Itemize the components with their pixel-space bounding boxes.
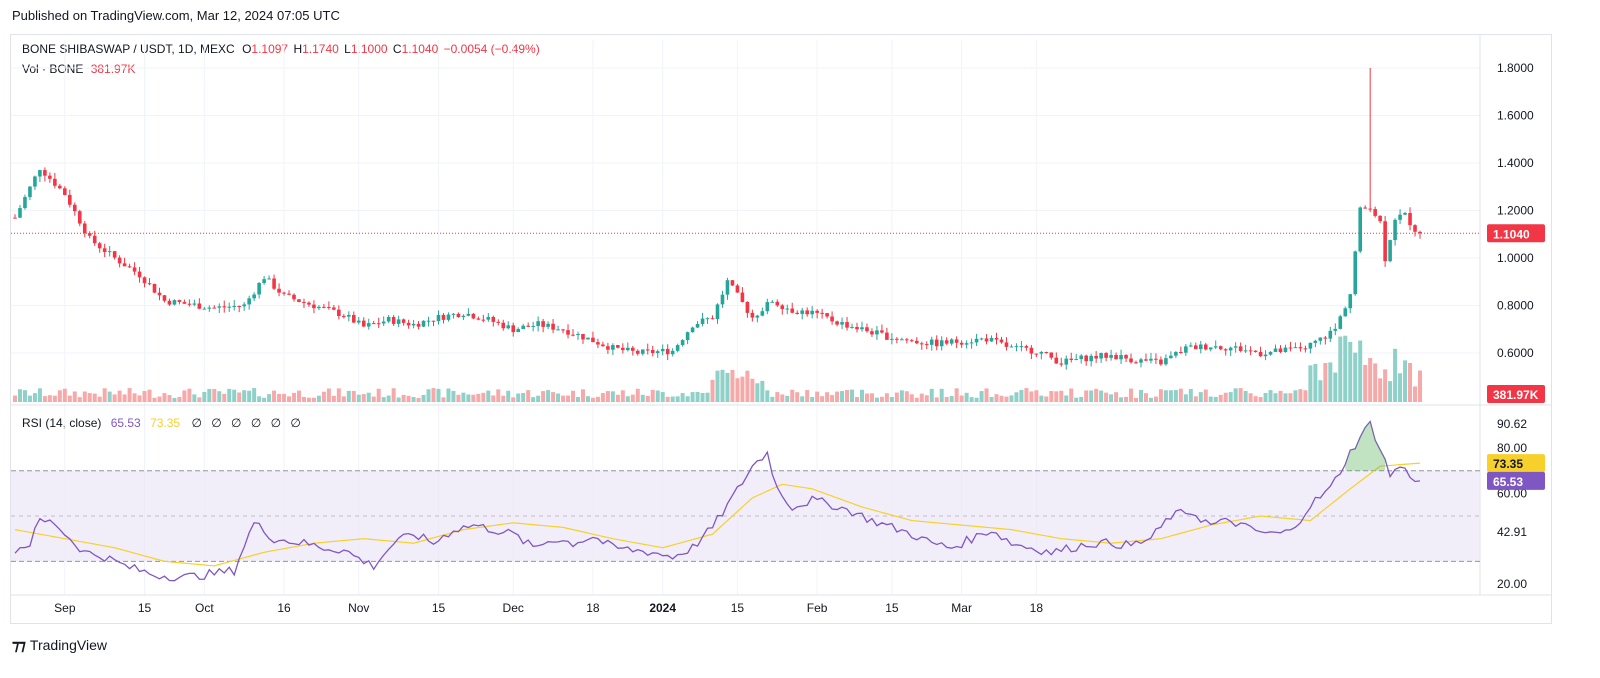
rsi-label: RSI (14, close) [22, 416, 102, 430]
rsi-value: 65.53 [110, 416, 141, 430]
rsi-legend: RSI (14, close) 65.53 73.35 ∅ ∅ ∅ ∅ ∅ ∅ [22, 416, 304, 430]
high-value: 1.1740 [302, 42, 339, 56]
price-legend: BONE SHIBASWAP / USDT, 1D, MEXC O1.1097 … [22, 42, 540, 56]
open-value: 1.1097 [251, 42, 289, 56]
low-value: 1.1000 [350, 42, 388, 56]
low-label: L [344, 42, 351, 56]
tv-logo-icon: ⁊⁊ [12, 637, 26, 654]
volume-value: 381.97K [90, 62, 136, 76]
brand-footer: ⁊⁊ TradingView [12, 636, 107, 654]
close-label: C [392, 42, 402, 56]
volume-legend: Vol · BONE 381.97K [22, 62, 135, 76]
high-label: H [293, 42, 303, 56]
close-value: 1.1040 [401, 42, 439, 56]
brand-name: TradingView [29, 637, 107, 653]
open-label: O [242, 42, 252, 56]
rsi-ma-value: 73.35 [150, 416, 181, 430]
symbol-label: BONE SHIBASWAP / USDT, 1D, MEXC [22, 42, 235, 56]
published-caption: Published on TradingView.com, Mar 12, 20… [12, 8, 340, 23]
chart-frame [10, 34, 1552, 624]
rsi-empty-values: ∅ ∅ ∅ ∅ ∅ ∅ [191, 416, 304, 430]
volume-label: Vol · BONE [22, 62, 84, 76]
change-value: −0.0054 (−0.49%) [443, 42, 540, 56]
